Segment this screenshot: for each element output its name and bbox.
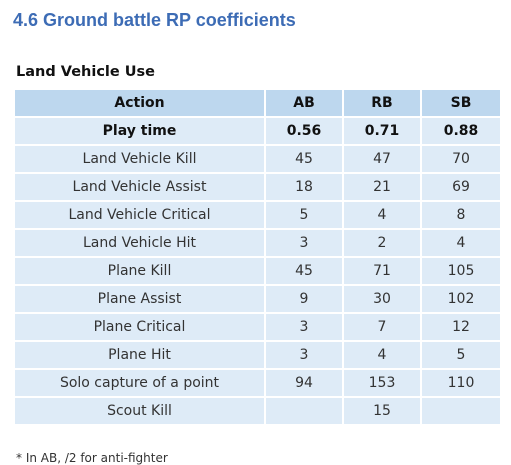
action-cell: Land Vehicle Hit — [13, 228, 266, 258]
ab-cell: 94 — [264, 368, 344, 398]
table-row: Land Vehicle Hit 3 2 4 — [13, 228, 502, 258]
ab-cell: 45 — [264, 144, 344, 174]
rb-cell: 2 — [342, 228, 422, 258]
sb-cell: 8 — [420, 200, 502, 230]
table-row: Plane Hit 3 4 5 — [13, 340, 502, 370]
ab-cell: 3 — [264, 340, 344, 370]
action-cell: Scout Kill — [13, 396, 266, 426]
table-row: Plane Assist 9 30 102 — [13, 284, 502, 314]
sb-cell: 4 — [420, 228, 502, 258]
table-row: Plane Critical 3 7 12 — [13, 312, 502, 342]
rb-cell: 15 — [342, 396, 422, 426]
sb-cell: 102 — [420, 284, 502, 314]
rb-cell: 4 — [342, 340, 422, 370]
ab-cell: 0.56 — [264, 116, 344, 146]
table-row: Solo capture of a point 94 153 110 — [13, 368, 502, 398]
table-row: Plane Kill 45 71 105 — [13, 256, 502, 286]
column-header-ab: AB — [264, 88, 344, 118]
ab-cell: 5 — [264, 200, 344, 230]
table-row: Play time 0.56 0.71 0.88 — [13, 116, 502, 146]
action-cell: Plane Assist — [13, 284, 266, 314]
action-cell: Plane Kill — [13, 256, 266, 286]
sb-cell: 70 — [420, 144, 502, 174]
table-header-row: Action AB RB SB — [13, 88, 502, 118]
table-row: Scout Kill 15 — [13, 396, 502, 426]
sb-cell: 0.88 — [420, 116, 502, 146]
table-row: Land Vehicle Assist 18 21 69 — [13, 172, 502, 202]
sb-cell: 110 — [420, 368, 502, 398]
column-header-action: Action — [13, 88, 266, 118]
ab-cell: 9 — [264, 284, 344, 314]
rb-cell: 153 — [342, 368, 422, 398]
table-caption: Land Vehicle Use — [16, 64, 156, 80]
action-cell: Land Vehicle Critical — [13, 200, 266, 230]
sb-cell: 12 — [420, 312, 502, 342]
column-header-rb: RB — [342, 88, 422, 118]
table-row: Land Vehicle Kill 45 47 70 — [13, 144, 502, 174]
action-cell: Solo capture of a point — [13, 368, 266, 398]
sb-cell — [420, 396, 502, 426]
rb-cell: 7 — [342, 312, 422, 342]
rb-cell: 0.71 — [342, 116, 422, 146]
action-cell: Plane Critical — [13, 312, 266, 342]
rb-cell: 47 — [342, 144, 422, 174]
rb-cell: 21 — [342, 172, 422, 202]
column-header-sb: SB — [420, 88, 502, 118]
table-row: Land Vehicle Critical 5 4 8 — [13, 200, 502, 230]
sb-cell: 105 — [420, 256, 502, 286]
rb-cell: 30 — [342, 284, 422, 314]
table-footnote: * In AB, /2 for anti-fighter — [16, 451, 168, 465]
ab-cell: 3 — [264, 312, 344, 342]
rp-coefficients-table: Action AB RB SB Play time 0.56 0.71 0.88… — [13, 88, 502, 426]
ab-cell — [264, 396, 344, 426]
sb-cell: 69 — [420, 172, 502, 202]
rb-cell: 71 — [342, 256, 422, 286]
action-cell: Land Vehicle Kill — [13, 144, 266, 174]
rb-cell: 4 — [342, 200, 422, 230]
action-cell: Plane Hit — [13, 340, 266, 370]
ab-cell: 45 — [264, 256, 344, 286]
ab-cell: 18 — [264, 172, 344, 202]
sb-cell: 5 — [420, 340, 502, 370]
section-heading: 4.6 Ground battle RP coefficients — [13, 10, 296, 30]
ab-cell: 3 — [264, 228, 344, 258]
action-cell: Land Vehicle Assist — [13, 172, 266, 202]
action-cell: Play time — [13, 116, 266, 146]
